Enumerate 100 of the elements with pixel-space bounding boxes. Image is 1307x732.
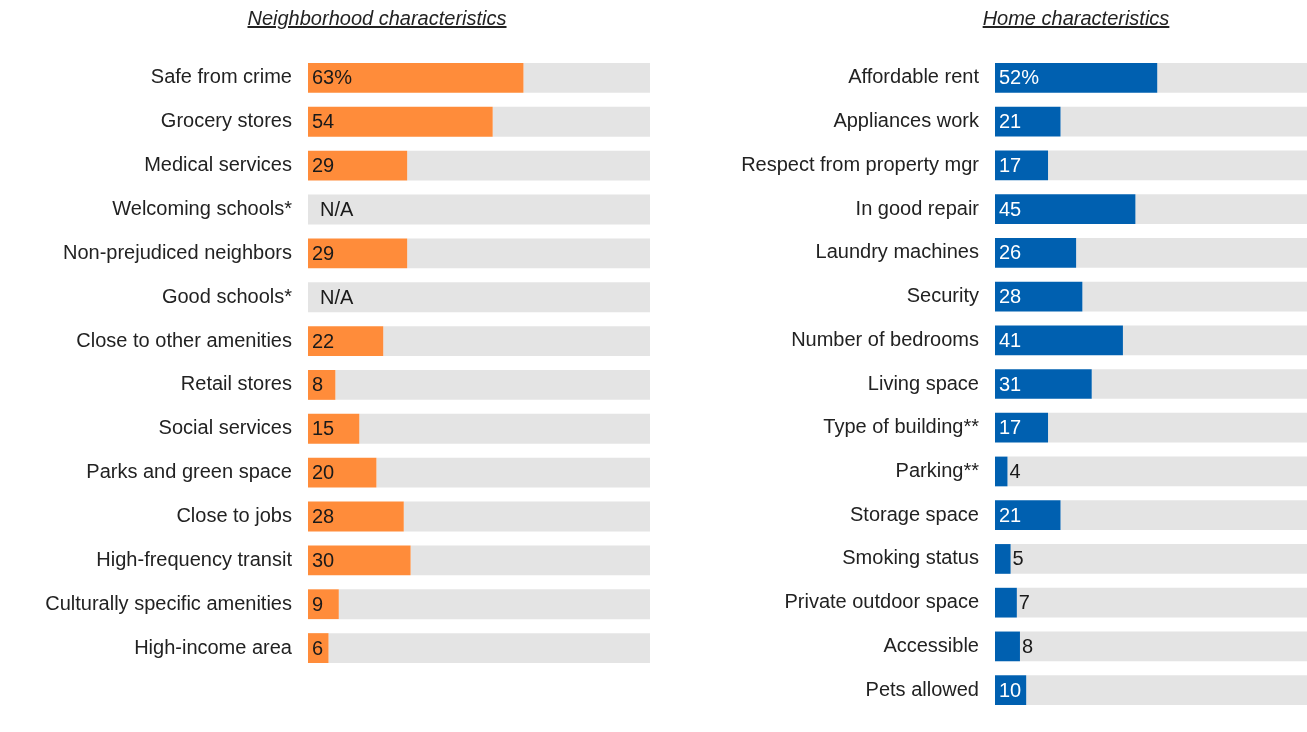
bar	[1060, 106, 1307, 137]
bar	[995, 412, 1049, 443]
y-tick-label: Security	[906, 284, 979, 307]
y-tick-label: Close to jobs	[176, 504, 292, 527]
bar	[403, 501, 650, 532]
bar	[308, 63, 524, 93]
data-label: 5	[1012, 547, 1024, 570]
bar	[1060, 500, 1307, 531]
data-label: 9	[312, 592, 324, 615]
data-label: 54	[312, 110, 335, 133]
data-label: 21	[999, 110, 1022, 133]
data-label: 31	[999, 372, 1022, 395]
bar	[1010, 544, 1307, 574]
bar	[308, 326, 384, 356]
bar	[308, 413, 360, 444]
bar	[308, 150, 408, 181]
y-tick-label: Parking**	[895, 458, 980, 481]
y-tick-label: Grocery stores	[160, 109, 292, 132]
data-label: 8	[312, 373, 324, 396]
y-tick-label: Non-prejudiced neighbors	[62, 240, 292, 263]
y-tick-label: Social services	[158, 416, 292, 439]
bar	[995, 237, 1077, 268]
data-label: 17	[999, 153, 1022, 176]
bar	[308, 282, 650, 313]
bar	[359, 413, 650, 444]
y-tick-label: Medical services	[144, 153, 292, 176]
bar	[1157, 63, 1307, 93]
y-tick-label: High-frequency transit	[96, 547, 293, 570]
bar	[1122, 325, 1307, 356]
bar	[308, 106, 493, 137]
data-label: 28	[312, 505, 335, 528]
y-tick-label: Number of bedrooms	[791, 327, 979, 350]
y-tick-label: Culturally specific amenities	[45, 591, 292, 614]
data-label: 45	[999, 197, 1022, 220]
data-label: 29	[312, 241, 335, 264]
data-label: 8	[1021, 634, 1034, 657]
bar	[308, 194, 650, 225]
text: N/A	[320, 198, 354, 221]
text: N/A	[320, 285, 354, 308]
data-label: 17	[999, 416, 1022, 439]
chart-title: Neighborhood characteristics	[247, 7, 507, 30]
bar	[995, 631, 1020, 662]
bar	[410, 545, 650, 576]
bar	[995, 194, 1136, 224]
data-label: 29	[312, 154, 335, 177]
data-label: 21	[999, 503, 1022, 526]
y-tick-label: Pets allowed	[865, 677, 979, 700]
y-tick-label: Good schools*	[161, 284, 293, 307]
y-tick-label: Welcoming schools*	[112, 197, 293, 220]
bar	[407, 238, 650, 269]
y-tick-label: Affordable rent	[848, 65, 980, 88]
data-label: 28	[999, 285, 1022, 308]
bar	[1076, 237, 1307, 268]
data-label: 63%	[312, 66, 353, 89]
y-tick-label: Accessible	[883, 633, 979, 656]
y-tick-label: High-income area	[134, 635, 293, 658]
data-label: 7	[1018, 591, 1030, 614]
bar	[1007, 456, 1307, 487]
bar	[1091, 369, 1307, 399]
y-tick-label: Appliances work	[833, 109, 980, 132]
data-label: 10	[999, 678, 1022, 701]
data-label: 26	[999, 241, 1022, 264]
bar	[1026, 675, 1307, 705]
bar	[308, 545, 411, 576]
y-tick-label: Parks and green space	[86, 460, 292, 483]
data-label: 15	[312, 417, 335, 440]
data-label: 4	[1009, 459, 1021, 482]
y-tick-label: Storage space	[850, 502, 979, 525]
data-label: 41	[999, 328, 1022, 351]
bar	[995, 456, 1008, 487]
bar	[995, 544, 1011, 574]
bar	[383, 326, 650, 356]
bar	[995, 587, 1017, 618]
bar	[308, 501, 404, 532]
y-tick-label: Respect from property mgr	[741, 152, 980, 175]
bar	[523, 63, 650, 93]
y-tick-label: Private outdoor space	[784, 590, 979, 613]
bar	[492, 106, 650, 137]
bar	[1048, 412, 1307, 443]
y-tick-label: In good repair	[855, 196, 980, 219]
bar	[335, 370, 650, 400]
bar	[995, 369, 1092, 399]
bar	[995, 106, 1061, 137]
bar	[995, 150, 1049, 181]
bar	[995, 325, 1123, 356]
bar	[1016, 587, 1307, 618]
bar	[1048, 150, 1307, 181]
bar	[1135, 194, 1307, 224]
bar	[995, 63, 1158, 93]
bar	[308, 589, 339, 620]
data-label: 20	[312, 461, 335, 484]
data-label: 22	[312, 329, 335, 352]
y-tick-label: Safe from crime	[150, 65, 292, 88]
bar	[407, 150, 650, 181]
data-label: 30	[312, 548, 335, 571]
y-tick-label: Type of building**	[823, 415, 980, 438]
y-tick-label: Smoking status	[842, 546, 979, 569]
bar	[995, 281, 1083, 312]
y-tick-label: Living space	[867, 371, 979, 394]
chart-title: Home characteristics	[982, 7, 1170, 30]
